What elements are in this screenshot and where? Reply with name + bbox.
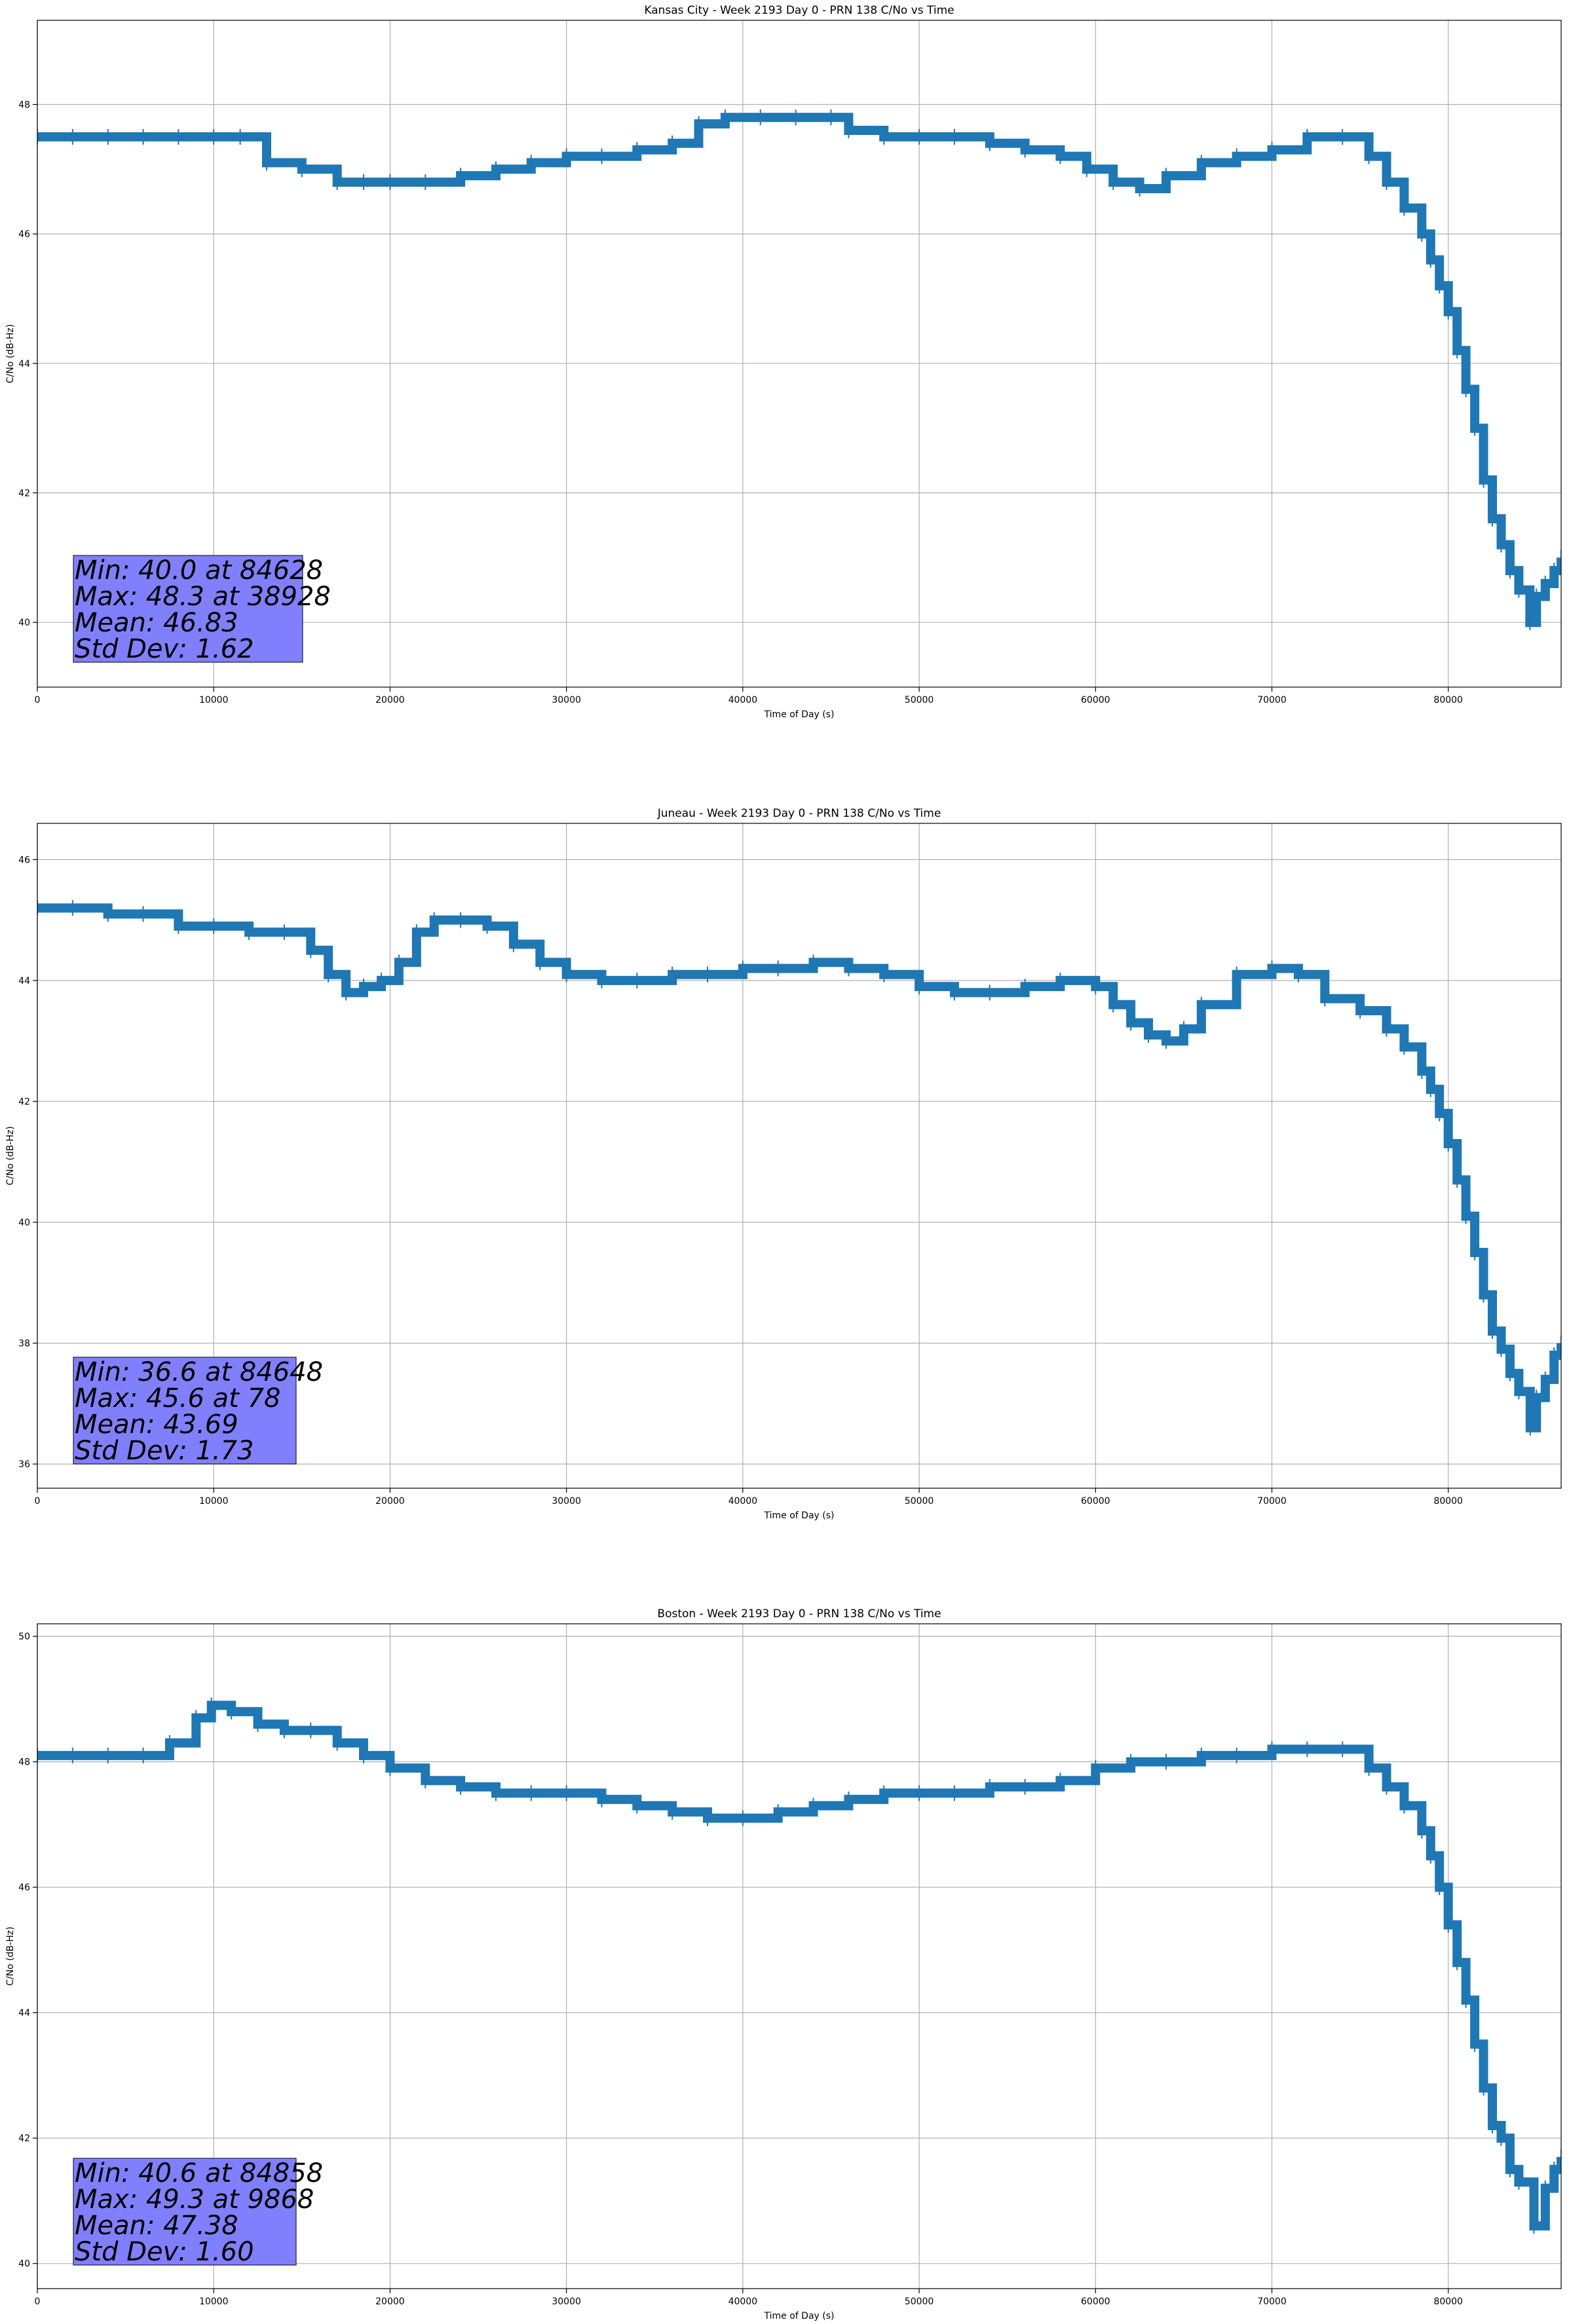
stats-line-0: Min: 40.6 at 84858: [75, 2158, 323, 2188]
chart-title: Juneau - Week 2193 Day 0 - PRN 138 C/No …: [657, 807, 941, 820]
series-line-0: [37, 1700, 1561, 2231]
x-tick-label-7: 70000: [1257, 1496, 1287, 1507]
stats-box: [73, 2158, 297, 2266]
x-tick-label-8: 80000: [1433, 695, 1463, 705]
y-tick-label-4: 44: [18, 976, 30, 986]
stats-line-3: Std Dev: 1.73: [75, 1436, 254, 1466]
x-tick-label-6: 60000: [1081, 2296, 1110, 2307]
x-tick-label-1: 10000: [199, 2296, 229, 2307]
x-tick-label-8: 80000: [1433, 2296, 1463, 2307]
y-tick-label-5: 46: [18, 855, 30, 865]
x-tick-label-4: 40000: [728, 2296, 758, 2307]
chart-panel-0: 0 10000 20000 30000 40000 50000 60000 70000 8000…: [5, 4, 1562, 720]
chart-panel-2: 0 10000 20000 30000 40000 50000 60000 70000 8000…: [5, 1607, 1562, 2321]
x-tick-label-7: 70000: [1257, 2296, 1287, 2307]
y-tick-label-2: 44: [18, 2008, 30, 2019]
x-axis-label: Time of Day (s): [764, 709, 835, 720]
y-tick-label-0: 40: [18, 2259, 30, 2270]
x-axis-label: Time of Day (s): [764, 1510, 835, 1521]
series-line-0: [37, 113, 1561, 628]
series-line-0: [37, 903, 1561, 1433]
x-tick-label-2: 20000: [375, 1496, 405, 1507]
y-axis-label: C/No (dB-Hz): [5, 1926, 16, 1985]
plot-frame: [37, 823, 1562, 1489]
stats-line-1: Max: 45.6 at 78: [75, 1383, 280, 1414]
stats-line-3: Std Dev: 1.62: [75, 634, 254, 664]
x-tick-label-3: 30000: [552, 1496, 581, 1507]
y-tick-label-4: 48: [18, 1757, 30, 1768]
x-tick-label-5: 50000: [905, 695, 934, 705]
x-tick-label-5: 50000: [905, 2296, 934, 2307]
x-tick-label-6: 60000: [1081, 1496, 1110, 1507]
stats-line-2: Mean: 47.38: [75, 2211, 238, 2241]
y-tick-label-3: 46: [18, 1883, 30, 1893]
y-tick-label-3: 46: [18, 229, 30, 240]
y-tick-label-3: 42: [18, 1096, 30, 1107]
x-tick-label-3: 30000: [552, 695, 581, 705]
x-tick-label-4: 40000: [728, 695, 758, 705]
x-tick-label-4: 40000: [728, 1496, 758, 1507]
x-tick-label-7: 70000: [1257, 695, 1287, 705]
y-tick-label-0: 40: [18, 618, 30, 628]
stats-line-0: Min: 36.6 at 84648: [75, 1357, 323, 1387]
stats-box: [73, 1357, 297, 1465]
y-tick-label-0: 36: [18, 1459, 30, 1470]
plot-frame: [37, 1623, 1562, 2289]
x-tick-label-8: 80000: [1433, 1496, 1463, 1507]
x-tick-label-0: 0: [35, 2296, 41, 2307]
chart-title: Boston - Week 2193 Day 0 - PRN 138 C/No …: [657, 1607, 941, 1621]
stats-line-2: Mean: 43.69: [75, 1410, 238, 1440]
y-tick-label-1: 38: [18, 1339, 30, 1349]
stats-line-2: Mean: 46.83: [75, 608, 238, 638]
stats-box: [73, 555, 303, 663]
x-tick-label-2: 20000: [375, 2296, 405, 2307]
y-tick-label-2: 44: [18, 359, 30, 369]
y-tick-label-1: 42: [18, 2133, 30, 2144]
x-axis-label: Time of Day (s): [764, 2311, 835, 2321]
y-tick-label-4: 48: [18, 100, 30, 110]
stats-line-1: Max: 49.3 at 9868: [75, 2184, 314, 2215]
x-tick-label-3: 30000: [552, 2296, 581, 2307]
y-tick-label-1: 42: [18, 488, 30, 498]
stats-line-1: Max: 48.3 at 38928: [75, 582, 331, 612]
y-tick-label-5: 50: [18, 1632, 30, 1642]
x-tick-label-1: 10000: [199, 695, 229, 705]
y-axis-label: C/No (dB-Hz): [5, 324, 16, 383]
chart-title: Kansas City - Week 2193 Day 0 - PRN 138 …: [644, 4, 954, 17]
x-tick-label-0: 0: [35, 1496, 41, 1507]
plot-frame: [37, 20, 1562, 688]
stats-line-0: Min: 40.0 at 84628: [75, 555, 323, 586]
x-tick-label-1: 10000: [199, 1496, 229, 1507]
y-axis-label: C/No (dB-Hz): [5, 1126, 16, 1185]
x-tick-label-5: 50000: [905, 1496, 934, 1507]
y-tick-label-2: 40: [18, 1218, 30, 1228]
x-tick-label-6: 60000: [1081, 695, 1110, 705]
stats-line-3: Std Dev: 1.60: [75, 2237, 254, 2267]
x-tick-label-2: 20000: [375, 695, 405, 705]
chart-panel-1: 0 10000 20000 30000 40000 50000 60000 70000 8000…: [5, 807, 1562, 1521]
x-tick-label-0: 0: [35, 695, 41, 705]
